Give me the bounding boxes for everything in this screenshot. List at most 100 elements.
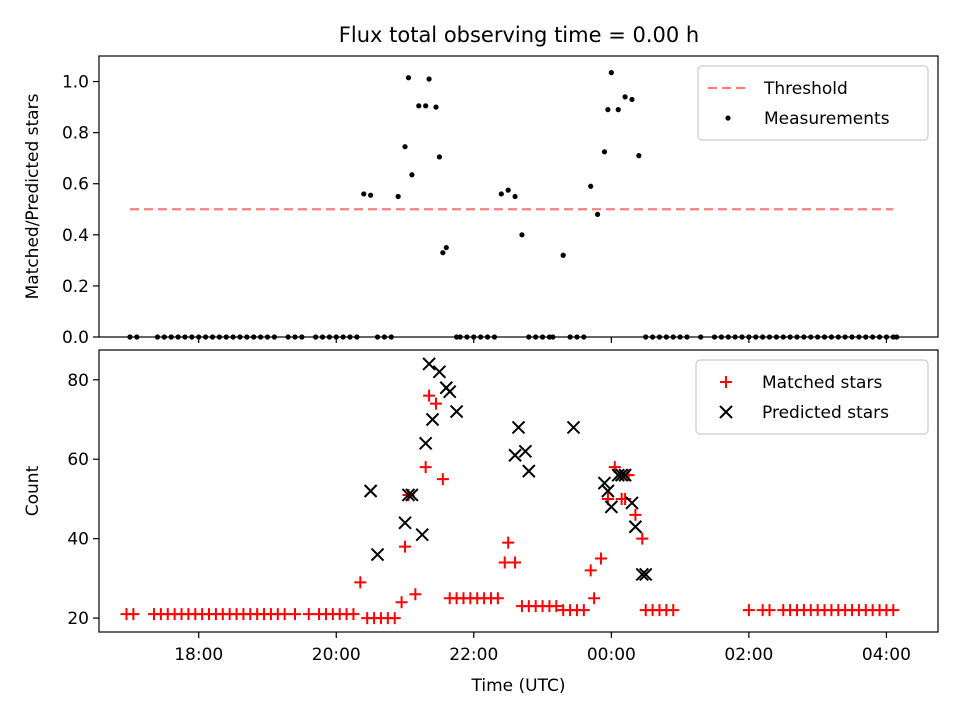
predicted-star-point (363, 484, 378, 498)
measurement-point (505, 187, 511, 193)
measurement-point (636, 153, 642, 159)
measurement-point (244, 334, 250, 340)
measurement-point (801, 334, 807, 340)
measurement-point (815, 334, 821, 340)
matched-star-point (491, 592, 504, 605)
measurement-point (821, 334, 828, 340)
measurement-point (894, 334, 900, 340)
measurement-point (347, 334, 353, 340)
bottom-ylabel: Count (23, 465, 43, 516)
top-ytick-label: 0.2 (62, 277, 89, 297)
predicted-star-point (425, 412, 440, 427)
measurement-point (433, 104, 439, 110)
bottom-series-predicted-stars (363, 357, 653, 582)
predicted-star-point (398, 516, 412, 530)
measurement-point (426, 76, 432, 82)
measurement-point (182, 334, 188, 340)
measurement-point (663, 334, 669, 340)
top-ylabel: Matched/Predicted stars (23, 93, 43, 299)
measurement-point (711, 334, 718, 340)
xtick-label: 04:00 (862, 645, 911, 665)
xtick-label: 22:00 (449, 645, 498, 665)
measurement-point (264, 334, 271, 340)
measurement-point (409, 172, 415, 178)
matched-star-point (302, 608, 315, 621)
measurement-point (436, 154, 443, 160)
top-plot: 0.0 0.2 0.4 0.6 0.8 1.0 Matched/Predicted star… (23, 55, 939, 348)
measurement-point (794, 334, 800, 340)
matched-star-point (436, 473, 449, 486)
measurement-point (491, 334, 498, 340)
measurement-point (405, 75, 412, 81)
measurement-point (550, 334, 556, 340)
measurement-point (622, 94, 628, 100)
measurement-point (608, 70, 614, 76)
measurement-point (319, 334, 326, 340)
measurement-point (271, 334, 277, 340)
measurement-point (863, 334, 869, 340)
measurement-point (134, 334, 140, 340)
xtick-label: 02:00 (724, 645, 773, 665)
xtick-label: 00:00 (587, 645, 636, 665)
matched-star-point (742, 604, 755, 617)
top-series-measurements (127, 70, 900, 340)
bottom-series-matched-stars (120, 389, 900, 625)
measurement-point (519, 232, 525, 238)
measurement-point (423, 103, 429, 109)
measurement-point (326, 334, 332, 340)
measurement-point (698, 334, 704, 340)
measurement-point (760, 334, 766, 340)
measurement-point (725, 334, 731, 340)
predicted-star-point (418, 436, 433, 451)
measurement-point (196, 334, 202, 340)
legend-label: Measurements (764, 109, 890, 129)
predicted-star-point (604, 500, 619, 514)
matched-star-point (502, 536, 515, 549)
bottom-plot: 20 40 60 80 18:00 20:00 22:00 00:00 02:00 04:00 Co… (23, 349, 939, 696)
predicted-star-point (449, 404, 464, 419)
matched-star-point (550, 600, 563, 613)
measurement-point (464, 334, 470, 340)
measurement-point (285, 334, 291, 340)
measurement-point (739, 334, 745, 340)
measurement-point (567, 334, 573, 340)
top-ytick-label: 1.0 (62, 73, 89, 93)
top-ytick-label: 0.0 (62, 328, 89, 348)
matched-star-point (629, 508, 642, 521)
predicted-star-point (422, 357, 436, 371)
predicted-star-point (628, 520, 643, 534)
bottom-legend: Matched stars Predicted stars (695, 359, 929, 435)
measurement-point (498, 191, 504, 197)
measurement-point (581, 334, 587, 340)
matched-star-point (127, 608, 140, 621)
top-ytick-label: 0.8 (62, 124, 89, 144)
measurement-point (753, 334, 759, 340)
measurement-point (374, 334, 381, 340)
measurement-point (478, 334, 484, 340)
matched-star-point (288, 608, 301, 621)
measurement-point (251, 334, 257, 340)
xtick-label: 18:00 (174, 645, 223, 665)
measurement-point (361, 191, 367, 197)
measurement-point (443, 244, 449, 251)
measurement-point (746, 334, 752, 340)
matched-star-point (577, 604, 590, 617)
predicted-star-point (518, 444, 533, 458)
predicted-star-point (618, 468, 632, 482)
predicted-star-point (601, 484, 615, 498)
measurement-point (560, 252, 566, 258)
matched-star-point (667, 604, 680, 617)
xtick-label: 20:00 (312, 645, 361, 665)
xlabel: Time (UTC) (471, 676, 566, 696)
measurement-point (258, 334, 264, 340)
matched-star-point (498, 556, 511, 569)
bottom-ytick-label: 20 (67, 609, 89, 629)
top-axes-frame (98, 55, 939, 338)
measurement-point (677, 334, 683, 340)
legend-label: Matched stars (762, 373, 882, 393)
measurement-point (368, 192, 374, 198)
matched-star-point (584, 564, 597, 577)
measurement-point (237, 334, 243, 340)
measurement-point (870, 334, 876, 340)
